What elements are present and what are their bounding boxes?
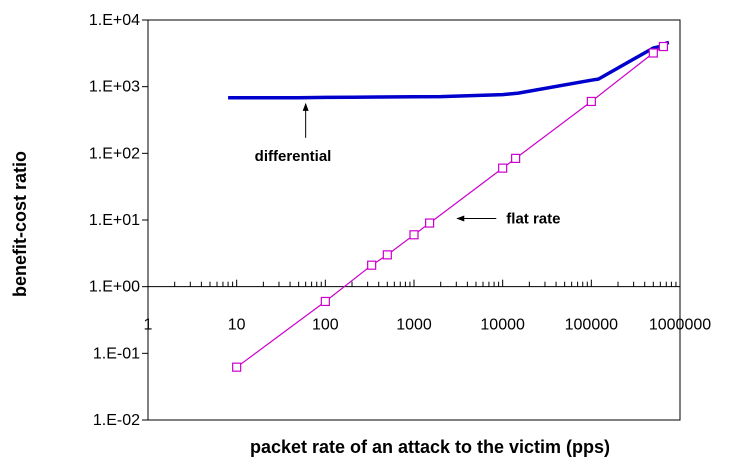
y-tick-label: 1.E-02 bbox=[93, 412, 140, 429]
series-marks bbox=[228, 40, 670, 372]
series-point bbox=[511, 153, 521, 163]
x-tick-label: 1 bbox=[144, 317, 153, 334]
x-tick-label: 100000 bbox=[565, 317, 618, 334]
y-tick-label: 1.E+00 bbox=[89, 279, 140, 296]
x-tick-label: 100 bbox=[312, 317, 339, 334]
annotation-differential: differential bbox=[255, 148, 332, 165]
series-point bbox=[232, 362, 242, 372]
y-tick-label: 1.E+03 bbox=[89, 79, 140, 96]
series-point bbox=[658, 41, 669, 52]
annotations: differential flat rate bbox=[255, 102, 560, 227]
y-tick-label: 1.E+04 bbox=[89, 12, 140, 29]
series-point bbox=[425, 218, 435, 228]
axis-labels: 1 10 100 1000 10000 100000 1000000 1.E-02 1.E-01… bbox=[89, 12, 711, 429]
series-point bbox=[382, 250, 392, 260]
y-tick-label: 1.E+02 bbox=[89, 145, 140, 162]
series-point bbox=[498, 163, 508, 173]
series-line-1 bbox=[228, 40, 670, 100]
axes bbox=[142, 19, 681, 421]
annotation-arrowhead bbox=[302, 102, 309, 111]
annotation-arrowhead bbox=[456, 215, 465, 222]
x-tick-label: 10000 bbox=[480, 317, 525, 334]
annotation-flat-rate: flat rate bbox=[506, 210, 560, 227]
series-point bbox=[648, 48, 658, 58]
x-tick-label: 1000000 bbox=[649, 317, 711, 334]
series-point bbox=[586, 96, 596, 107]
series-point bbox=[409, 230, 419, 240]
x-axis-title: packet rate of an attack to the victim (… bbox=[250, 437, 610, 457]
x-tick-label: 1000 bbox=[396, 317, 432, 334]
series-point bbox=[367, 260, 377, 270]
x-tick-label: 10 bbox=[228, 317, 246, 334]
series-point bbox=[320, 296, 330, 307]
y-tick-label: 1.E-01 bbox=[93, 345, 140, 362]
y-axis-title: benefit-cost ratio bbox=[10, 151, 30, 297]
y-tick-label: 1.E+01 bbox=[89, 212, 140, 229]
